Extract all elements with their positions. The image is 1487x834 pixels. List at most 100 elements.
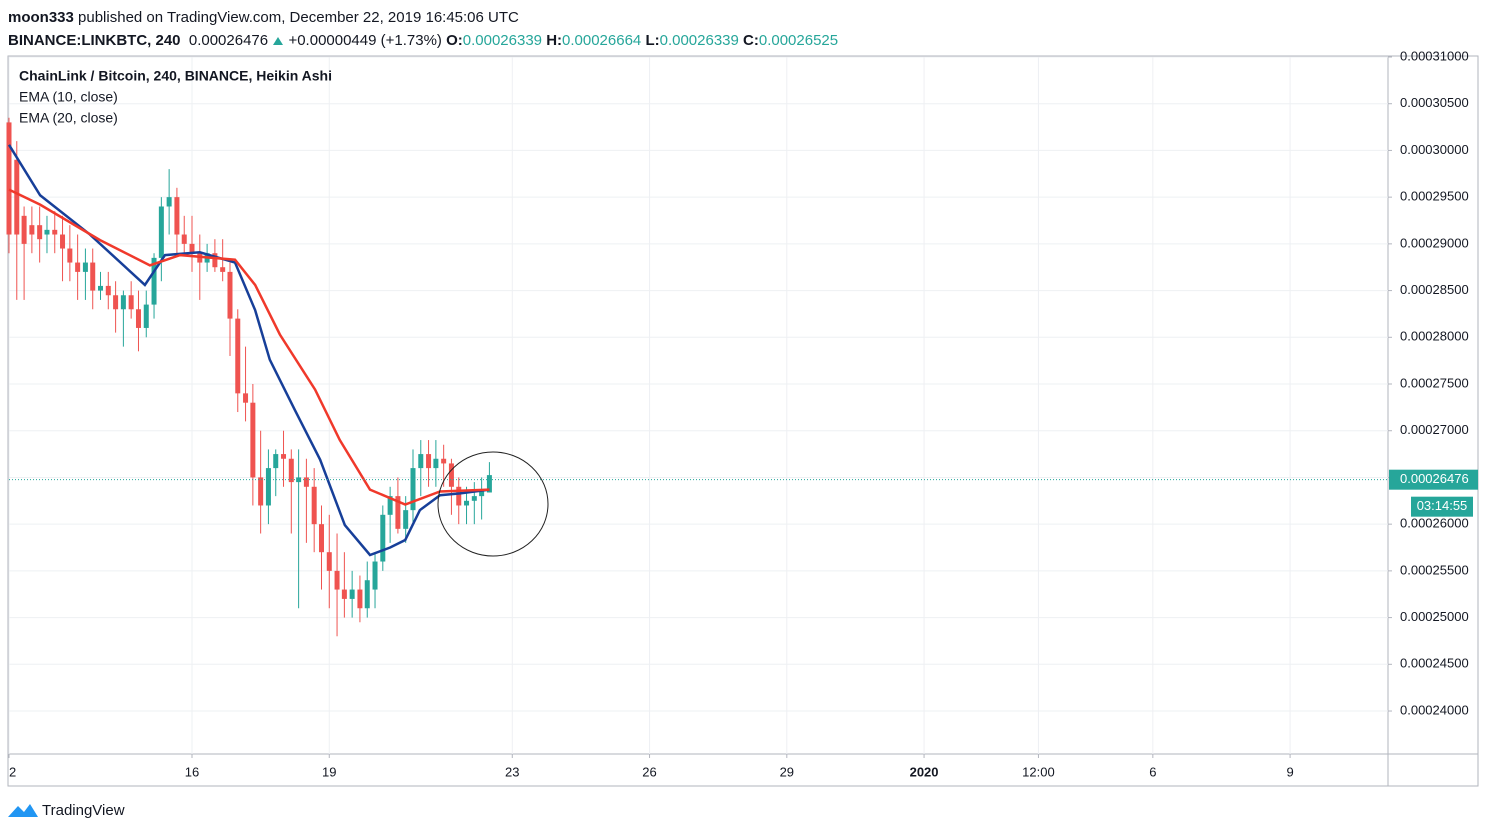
candle-body: [341, 589, 347, 599]
ohlc-value: 0.00026664: [562, 32, 642, 49]
candle-body: [486, 475, 492, 493]
x-tick-label: 29: [780, 764, 794, 779]
candle-body: [426, 454, 432, 469]
ohlc-value: 0.00026339: [462, 32, 543, 49]
x-tick-label: 9: [1286, 764, 1293, 779]
quote-line: BINANCE:LINKBTC, 240 0.00026476 +0.00000…: [8, 29, 838, 52]
x-tick-label: 12:00: [1022, 764, 1055, 779]
candle-body: [60, 234, 66, 249]
candle-body: [120, 295, 126, 310]
candle-body: [418, 454, 424, 469]
y-tick-label: 0.00031000: [1400, 48, 1469, 63]
candle-body: [410, 468, 416, 511]
x-tick-label: 19: [322, 764, 336, 779]
candle-body: [158, 206, 164, 258]
candle-body: [364, 580, 370, 609]
y-tick-label: 0.00026000: [1400, 516, 1469, 531]
y-tick-label: 0.00030500: [1400, 95, 1469, 110]
candle-body: [471, 496, 477, 501]
candle-body: [189, 243, 195, 254]
candle-body: [395, 496, 401, 529]
up-arrow: [273, 37, 284, 46]
ema-line: [8, 188, 490, 506]
candle-body: [29, 225, 35, 235]
footer-logo: [8, 804, 38, 817]
last-price: 0.00026476: [188, 32, 269, 49]
candle-body: [318, 524, 324, 553]
legend-entry: EMA (10, close): [19, 89, 118, 105]
candle-body: [273, 454, 279, 469]
y-tick-label: 0.00028000: [1400, 329, 1469, 344]
candle-body: [387, 496, 393, 515]
y-tick-label: 0.00025500: [1400, 562, 1469, 577]
candle-body: [258, 477, 264, 506]
author: moon333: [8, 9, 74, 26]
candle-body: [403, 510, 409, 529]
candle-body: [433, 458, 439, 469]
candle-body: [220, 267, 226, 272]
plot: [6, 117, 1388, 637]
candle-body: [128, 295, 134, 310]
candle-body: [52, 229, 58, 235]
y-tick-label: 0.00029000: [1400, 235, 1469, 250]
candle-body: [311, 486, 317, 525]
candle-body: [212, 253, 218, 268]
candle-body: [105, 285, 111, 296]
candle-body: [250, 402, 256, 478]
candle-body: [98, 285, 104, 291]
candle-body: [464, 500, 470, 506]
candle-body: [235, 318, 241, 394]
candle-body: [135, 309, 141, 328]
grid: 0.00031000 0.00030500 0.00030000 0.00029500…: [8, 48, 1469, 779]
chart-title: ChainLink / Bitcoin, 240, BINANCE, Heiki…: [19, 68, 332, 84]
candle-body: [143, 304, 149, 328]
ohlc-label: C:: [743, 32, 759, 49]
candle-body: [82, 262, 88, 272]
candle-body: [75, 262, 81, 272]
y-tick-label: 0.00028500: [1400, 282, 1469, 297]
candle-body: [349, 589, 355, 599]
candle-body: [357, 589, 363, 609]
candle-body: [296, 477, 302, 483]
candle-body: [6, 122, 12, 235]
countdown-box: [1411, 496, 1473, 517]
y-tick-label: 0.00024500: [1400, 656, 1469, 671]
legend-entry: EMA (20, close): [19, 110, 118, 126]
candle-body: [151, 257, 157, 305]
candle-body: [479, 491, 485, 497]
candle-body: [14, 159, 20, 235]
candle-body: [90, 262, 96, 291]
ohlc-value: 0.00026525: [758, 32, 839, 49]
candle-body: [265, 468, 271, 506]
candle-body: [227, 271, 233, 319]
candle-body: [281, 454, 287, 459]
candle-body: [456, 486, 462, 506]
y-tick-label: 0.00030000: [1400, 142, 1469, 157]
change: +0.00000449 (+1.73%): [288, 32, 442, 49]
header: moon333 published on TradingView.com, De…: [8, 6, 838, 52]
ohlc-label: L:: [645, 32, 660, 49]
ohlc-label: H:: [546, 32, 563, 49]
ohlc-value: 0.00026339: [659, 32, 739, 49]
candle-body: [174, 197, 180, 235]
candle-body: [37, 225, 43, 240]
candle-body: [181, 234, 187, 244]
candle-body: [288, 458, 294, 483]
candle-body: [21, 215, 27, 244]
symbol: BINANCE:LINKBTC, 240: [8, 32, 181, 49]
candle-body: [448, 463, 454, 487]
candle-body: [380, 514, 386, 562]
ema-line: [7, 144, 490, 557]
annotation-circle: [437, 451, 549, 557]
y-tick-label: 0.00027500: [1400, 375, 1469, 390]
price-label-box: [1389, 469, 1478, 490]
y-tick-label: 0.00024000: [1400, 702, 1469, 717]
candle-body: [372, 561, 378, 590]
candle-body: [334, 570, 340, 590]
y-tick-label: 0.00025000: [1400, 609, 1469, 624]
candle-body: [303, 477, 309, 487]
y-tick-label: 0.00029500: [1400, 189, 1469, 204]
countdown: 03:14:55: [1417, 498, 1468, 513]
